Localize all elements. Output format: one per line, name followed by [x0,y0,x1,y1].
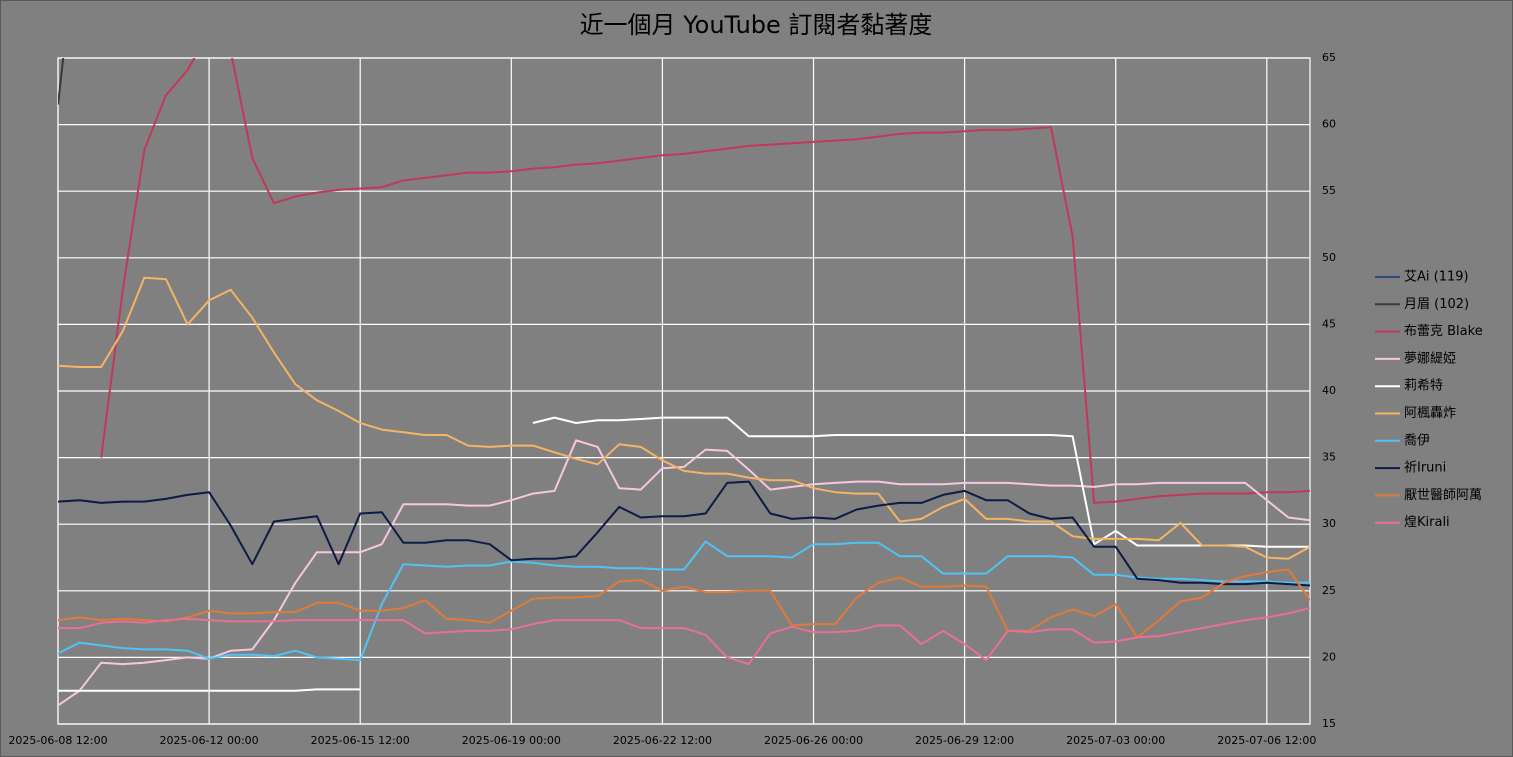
axis-labels: 15 20 25 30 35 40 45 50 55 60 65 2025-06-08 12:00 20… [8,51,1336,747]
plot-border [57,57,1311,725]
x-tick-label: 2025-06-12 00:00 [160,734,259,747]
chart-title: 近一個月 YouTube 訂閱者黏著度 [580,11,933,39]
x-tick-label: 2025-06-08 12:00 [8,734,107,747]
legend-label: 厭世醫師阿萬 [1404,488,1482,503]
series-line [58,607,1310,666]
y-tick-label: 40 [1322,384,1336,397]
y-tick-label: 65 [1322,51,1336,64]
series-line [58,480,1310,587]
y-tick-label: 45 [1322,317,1336,330]
legend-label: 夢娜緹婭 [1404,351,1456,366]
legend-label: 煌Kirali [1404,515,1450,530]
legend-label: 阿楓轟炸 [1404,405,1456,421]
y-tick-label: 20 [1322,650,1336,663]
legend-label: 月眉 (102) [1404,297,1469,312]
series-line [58,568,1310,639]
series-line [58,276,1310,560]
x-tick-label: 2025-06-22 12:00 [613,734,712,747]
series-line [100,58,1310,504]
x-tick-label: 2025-07-03 00:00 [1066,734,1165,747]
series-line [58,439,1310,707]
x-tick-label: 2025-06-26 00:00 [764,734,863,747]
x-tick-label: 2025-06-15 12:00 [311,734,410,747]
legend-label: 莉希特 [1404,379,1443,394]
series-line [58,540,1310,662]
x-tick-label: 2025-06-29 12:00 [915,734,1014,747]
series-line [58,416,1310,692]
plot-lines [58,58,1310,707]
legend-label: 布蕾克 Blake [1404,324,1483,339]
legend-label: 祈Iruni [1404,461,1446,476]
x-tick-label: 2025-06-19 00:00 [462,734,561,747]
y-tick-label: 15 [1322,717,1336,730]
y-tick-label: 55 [1322,184,1336,197]
legend-label: 喬伊 [1404,432,1430,448]
x-tick-label: 2025-07-06 12:00 [1217,734,1316,747]
grid [57,57,1311,725]
legend: 艾Ai (119) 月眉 (102) 布蕾克 Blake 夢娜緹婭莉希特阿楓轟炸喬伊祈… [1375,270,1483,530]
y-tick-label: 60 [1322,118,1336,131]
y-tick-label: 50 [1322,251,1336,264]
y-tick-label: 30 [1322,517,1336,530]
series-line [58,58,65,105]
y-tick-label: 25 [1322,584,1336,597]
y-tick-label: 35 [1322,451,1336,464]
legend-label: 艾Ai (119) [1404,270,1469,285]
